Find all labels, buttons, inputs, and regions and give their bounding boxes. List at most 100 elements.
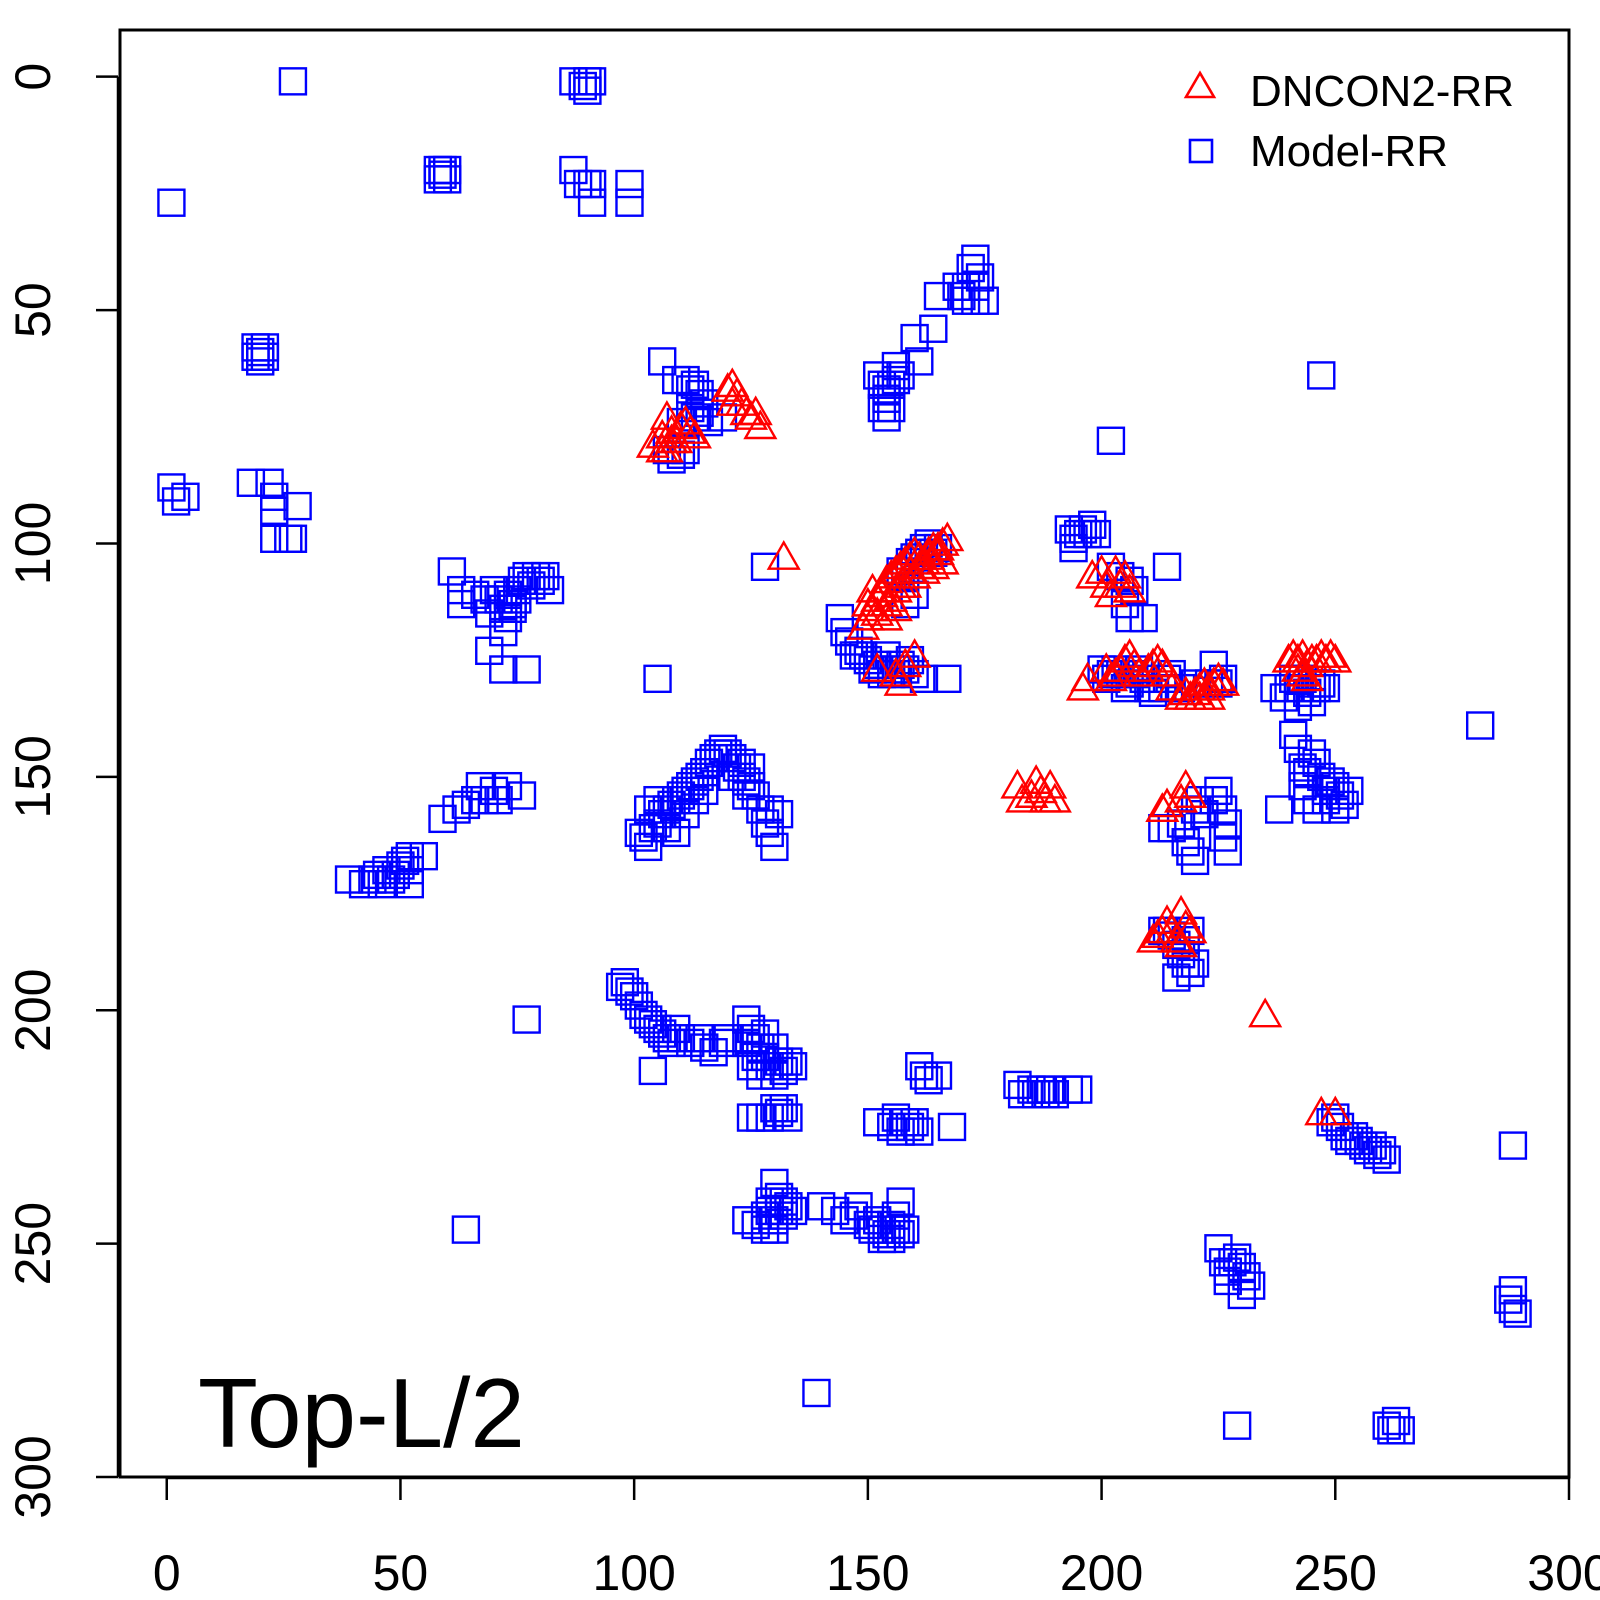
point-dncon2-rr	[1192, 680, 1227, 710]
legend-label-model-rr: Model-RR	[1250, 127, 1448, 176]
point-model-rr	[764, 1098, 794, 1128]
x-tick-label: 50	[373, 1545, 429, 1600]
point-model-rr	[680, 370, 710, 399]
point-model-rr	[746, 1061, 775, 1090]
point-dncon2-rr	[855, 572, 890, 603]
point-model-rr	[905, 347, 934, 376]
point-model-rr	[1367, 1136, 1397, 1165]
legend-marker-model-rr	[1188, 138, 1214, 164]
point-model-rr	[900, 323, 929, 353]
point-model-rr	[881, 351, 911, 381]
point-dncon2-rr	[860, 652, 895, 682]
x-tick-label: 150	[826, 1545, 909, 1600]
point-dncon2-rr	[1098, 554, 1133, 584]
point-model-rr	[1307, 361, 1336, 390]
point-model-rr	[1222, 1411, 1252, 1440]
point-dncon2-rr	[1107, 642, 1143, 673]
point-model-rr	[1236, 1271, 1266, 1300]
point-model-rr	[769, 1056, 798, 1086]
point-dncon2-rr	[1173, 778, 1208, 808]
point-model-rr	[1498, 1276, 1528, 1305]
point-dncon2-rr	[864, 577, 899, 608]
point-model-rr	[1213, 837, 1242, 866]
point-model-rr	[956, 253, 985, 283]
point-dncon2-rr	[1149, 787, 1185, 818]
point-model-rr	[1503, 1299, 1532, 1328]
point-dncon2-rr	[1290, 661, 1325, 692]
point-model-rr	[615, 169, 644, 199]
point-model-rr	[638, 1056, 668, 1086]
point-dncon2-rr	[766, 540, 801, 570]
point-dncon2-rr	[911, 540, 946, 570]
point-dncon2-rr	[1140, 642, 1175, 673]
point-model-rr	[914, 1066, 943, 1095]
point-dncon2-rr	[738, 395, 773, 426]
point-dncon2-rr	[883, 666, 918, 696]
point-model-rr	[970, 286, 999, 315]
y-tick-label: 0	[5, 63, 61, 91]
point-model-rr	[1232, 1262, 1261, 1291]
point-dncon2-rr	[1107, 558, 1143, 589]
y-tick-label: 100	[5, 502, 61, 585]
point-model-rr	[736, 753, 766, 782]
point-model-rr	[1498, 1294, 1528, 1324]
x-tick-label: 0	[153, 1545, 181, 1600]
point-model-rr	[713, 1024, 742, 1053]
point-model-rr	[923, 1061, 953, 1090]
point-model-rr	[395, 869, 424, 899]
point-dncon2-rr	[663, 409, 698, 440]
point-model-rr	[732, 1206, 761, 1235]
point-model-rr	[820, 1196, 850, 1226]
point-model-rr	[526, 566, 555, 595]
points-layer	[157, 67, 1532, 1445]
point-dncon2-rr	[888, 647, 923, 678]
point-model-rr	[933, 664, 962, 694]
point-dncon2-rr	[1149, 656, 1185, 687]
point-model-rr	[1064, 1075, 1093, 1104]
point-model-rr	[171, 482, 200, 511]
point-dncon2-rr	[1285, 656, 1320, 687]
point-model-rr	[1176, 837, 1205, 866]
point-model-rr	[451, 1215, 481, 1244]
point-model-rr	[633, 795, 663, 824]
point-dncon2-rr	[1201, 661, 1236, 692]
point-dncon2-rr	[925, 526, 960, 556]
point-model-rr	[680, 785, 710, 815]
x-tick-label: 200	[1060, 1545, 1143, 1600]
point-model-rr	[863, 650, 892, 680]
point-dncon2-rr	[920, 530, 956, 561]
point-model-rr	[1297, 739, 1327, 768]
point-model-rr	[507, 781, 537, 810]
point-model-rr	[1180, 846, 1210, 876]
point-dncon2-rr	[677, 418, 712, 449]
point-model-rr	[1386, 1416, 1415, 1445]
point-model-rr	[161, 487, 191, 516]
point-dncon2-rr	[1131, 652, 1166, 682]
point-model-rr	[390, 846, 420, 876]
x-tick-label: 250	[1294, 1545, 1377, 1600]
point-model-rr	[736, 1052, 766, 1081]
point-model-rr	[1152, 552, 1182, 581]
point-model-rr	[732, 1028, 761, 1058]
point-model-rr	[802, 1378, 831, 1408]
point-dncon2-rr	[1248, 997, 1283, 1028]
point-dncon2-rr	[1206, 666, 1241, 696]
point-model-rr	[1078, 510, 1107, 539]
point-model-rr	[503, 585, 532, 614]
point-model-rr	[1171, 827, 1200, 857]
point-dncon2-rr	[1163, 927, 1199, 958]
point-model-rr	[905, 1117, 934, 1146]
point-dncon2-rr	[715, 386, 750, 416]
point-model-rr	[961, 244, 990, 273]
panel-annotation: Top-L/2	[198, 1358, 525, 1468]
point-model-rr	[1204, 776, 1233, 806]
point-model-rr	[1321, 795, 1350, 824]
point-model-rr	[1059, 533, 1088, 563]
point-model-rr	[666, 1024, 696, 1053]
point-model-rr	[708, 1028, 738, 1058]
point-model-rr	[633, 832, 663, 862]
point-model-rr	[409, 841, 439, 871]
point-model-rr	[951, 286, 981, 315]
point-model-rr	[577, 169, 607, 199]
point-model-rr	[877, 393, 906, 423]
